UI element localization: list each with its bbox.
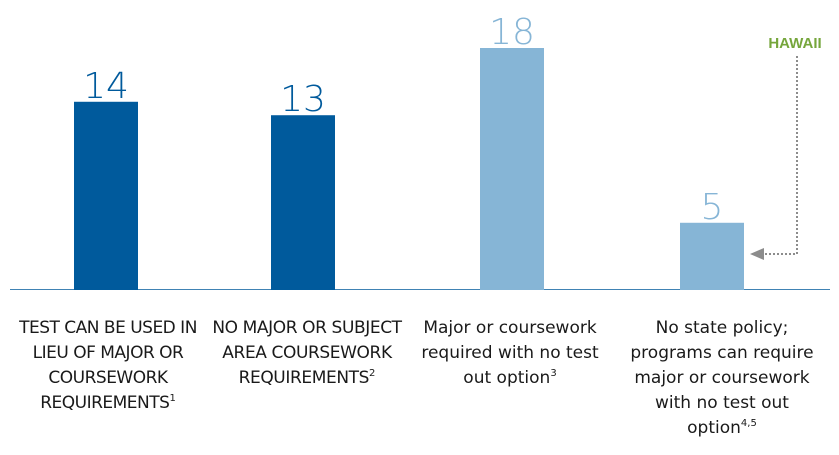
footnote-marker-2: 2 bbox=[369, 368, 376, 379]
footnote-marker-1: 1 bbox=[169, 393, 176, 404]
footnote-marker-3: 3 bbox=[550, 368, 557, 379]
category-label-1-text: TEST CAN BE USED IN LIEU OF MAJOR OR COU… bbox=[19, 318, 197, 413]
bar-4 bbox=[680, 222, 744, 290]
bar-value-label-3: 18 bbox=[489, 12, 535, 53]
category-label-4: No state policy; programs can require ma… bbox=[620, 316, 824, 441]
bar-value-label-2: 13 bbox=[280, 79, 326, 120]
bar-3 bbox=[480, 48, 544, 290]
hawaii-annotation-label: HAWAII bbox=[768, 35, 821, 52]
bar-1 bbox=[74, 101, 138, 290]
category-label-2-text: NO MAJOR OR SUBJECT AREA COURSEWORK REQU… bbox=[212, 318, 402, 388]
category-label-4-text: No state policy; programs can require ma… bbox=[630, 318, 814, 438]
bar-value-label-4: 5 bbox=[701, 187, 724, 228]
category-label-1: TEST CAN BE USED IN LIEU OF MAJOR OR COU… bbox=[8, 316, 208, 416]
hawaii-annotation-arrowhead bbox=[750, 248, 764, 260]
category-label-3-text: Major or coursework required with no tes… bbox=[421, 318, 599, 388]
category-label-2: NO MAJOR OR SUBJECT AREA COURSEWORK REQU… bbox=[207, 316, 407, 391]
category-label-3: Major or coursework required with no tes… bbox=[406, 316, 614, 391]
hawaii-annotation-connector bbox=[764, 56, 798, 255]
bar-chart: 14 13 18 5 HAWAII bbox=[10, 12, 830, 290]
bar-value-label-1: 14 bbox=[83, 66, 129, 107]
bar-2 bbox=[271, 115, 335, 290]
footnote-marker-4: 4,5 bbox=[740, 418, 757, 429]
